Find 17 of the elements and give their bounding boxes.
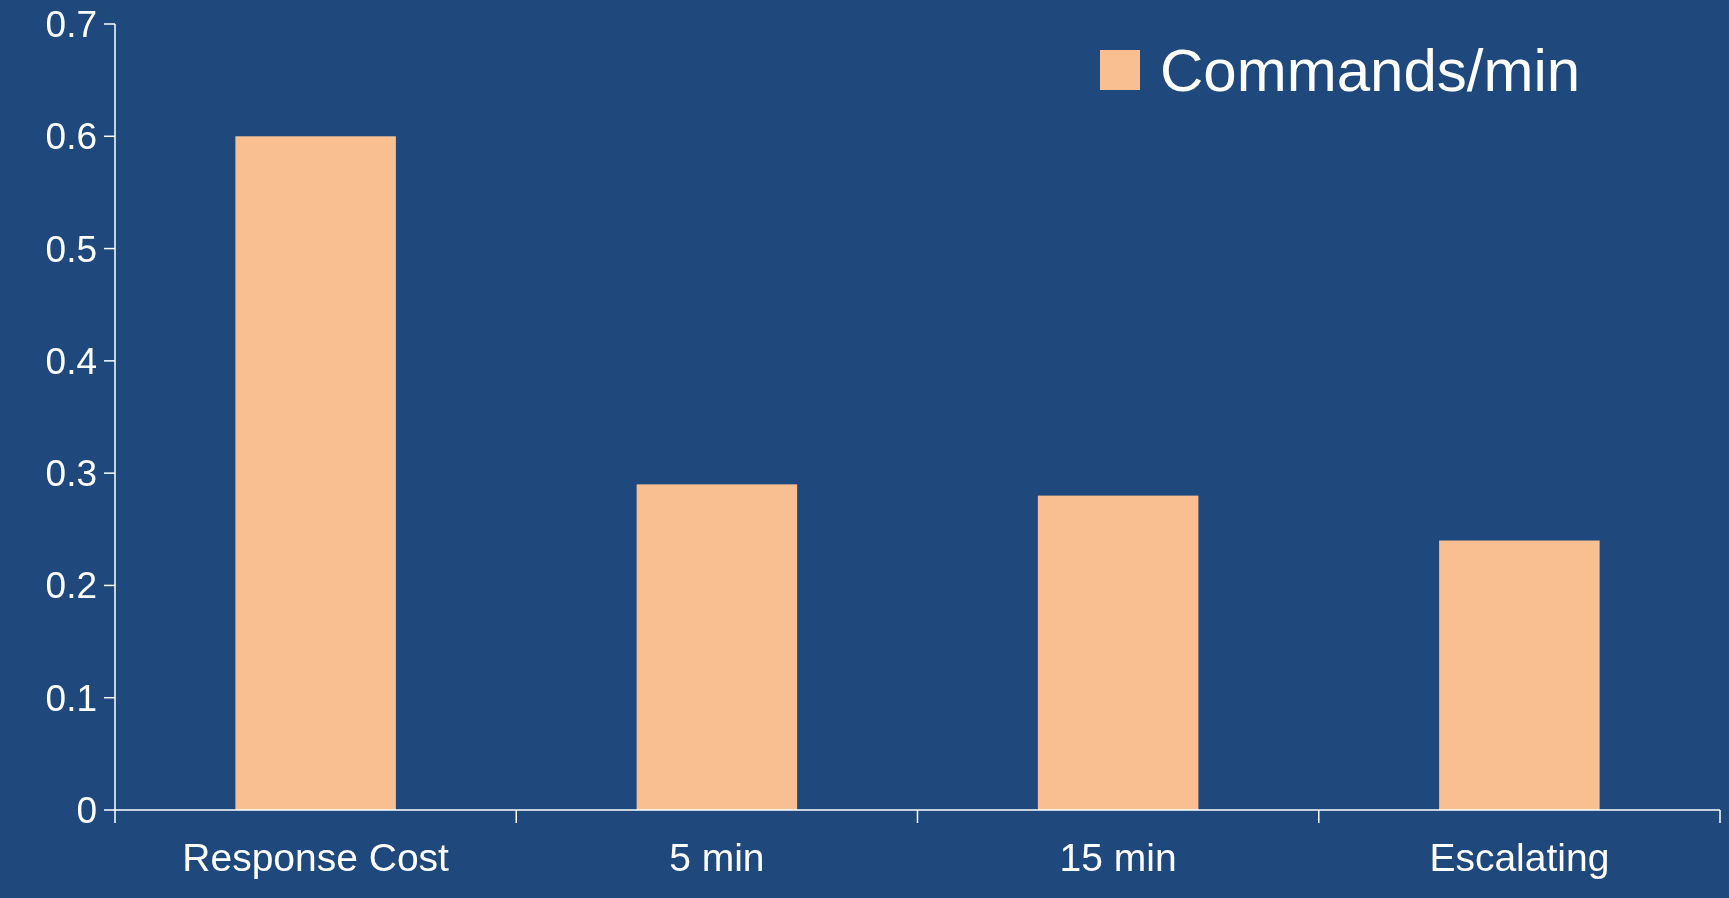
y-tick-label: 0.5: [45, 228, 97, 270]
x-tick-label: Response Cost: [182, 836, 450, 879]
y-tick-label: 0.4: [45, 340, 97, 382]
y-tick-label: 0.1: [45, 677, 97, 719]
y-tick-label: 0: [76, 789, 97, 831]
y-tick-label: 0.3: [45, 453, 97, 495]
y-tick-label: 0.6: [45, 116, 97, 158]
bar: [636, 484, 798, 810]
y-tick-label: 0.7: [45, 3, 97, 45]
legend-label: Commands/min: [1160, 37, 1581, 104]
x-tick-label: 5 min: [669, 836, 765, 879]
y-tick-label: 0.2: [45, 565, 97, 607]
bar: [1037, 495, 1199, 810]
x-tick-label: Escalating: [1429, 836, 1610, 879]
x-tick-label: 15 min: [1059, 836, 1177, 879]
bar: [1439, 540, 1600, 810]
bar: [235, 136, 396, 810]
